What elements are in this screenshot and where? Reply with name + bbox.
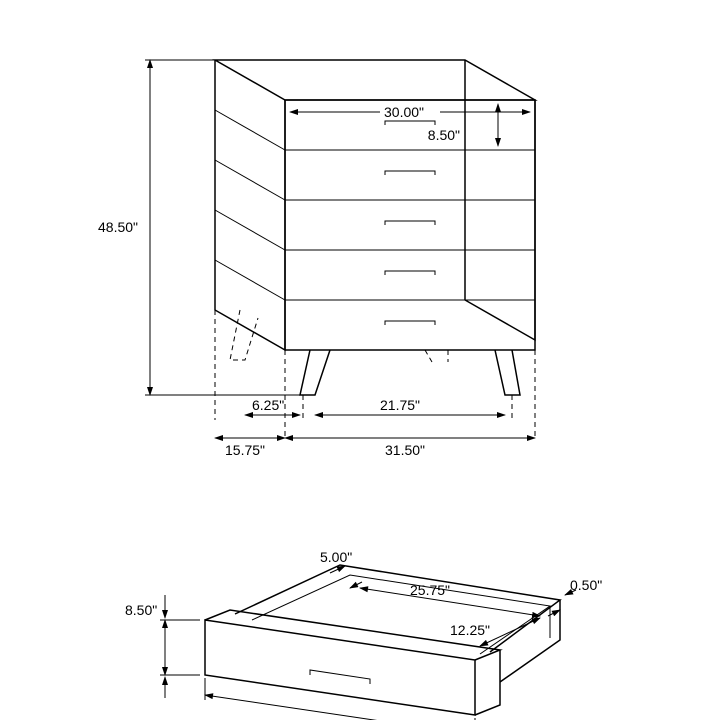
dim-height: 48.50" [98, 219, 138, 235]
drawer-handles [385, 121, 435, 325]
dresser-drawing [215, 60, 535, 440]
dim-side-thk: 0.50" [570, 577, 602, 593]
dim-leg-span: 21.75" [380, 397, 420, 413]
drawer-detail-dimensions: 8.50" 5.00" 25.75" 12.25" 0.50" 30.00" [125, 549, 602, 720]
dim-depth: 15.75" [225, 442, 265, 458]
dim-interior-open: 12.25" [450, 622, 490, 638]
dim-interior-5: 5.00" [320, 549, 352, 565]
dresser-dimensions: 48.50" 30.00" 8.50" 6.25" 21.75" 15.75" … [98, 60, 535, 458]
dimension-diagram: 48.50" 30.00" 8.50" 6.25" 21.75" 15.75" … [0, 0, 720, 720]
dim-drawer-front-h: 8.50" [125, 602, 157, 618]
dim-drawer-width: 30.00" [384, 104, 424, 120]
dim-interior-w: 25.75" [410, 582, 450, 598]
dim-drawer-height: 8.50" [428, 127, 460, 143]
dim-width: 31.50" [385, 442, 425, 458]
drawer-detail-drawing [205, 565, 560, 715]
dim-leg-inset: 6.25" [252, 397, 284, 413]
